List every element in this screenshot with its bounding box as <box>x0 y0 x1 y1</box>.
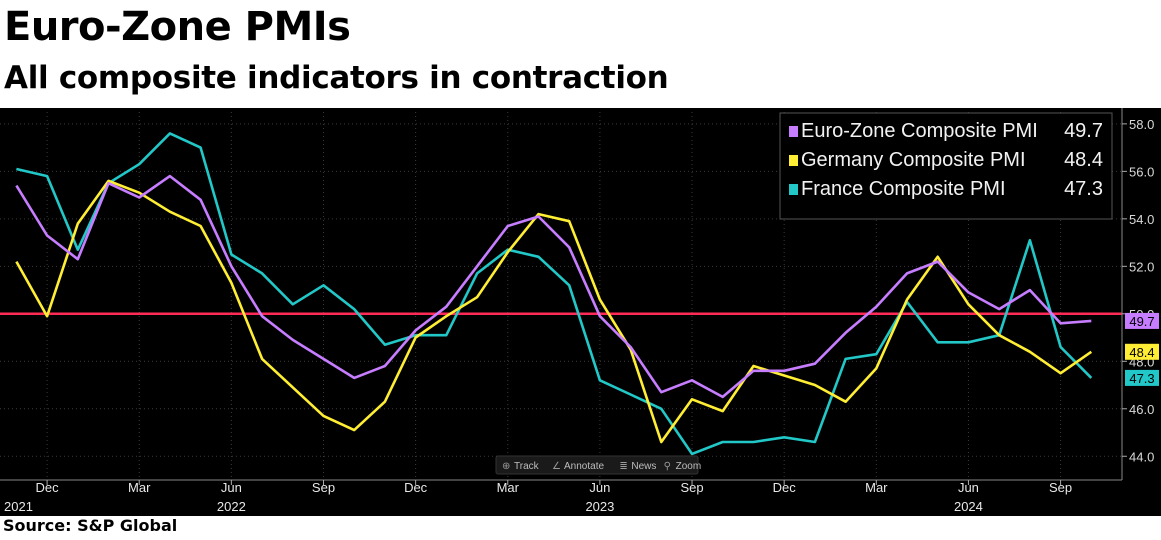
y-tick-label: 54.0 <box>1129 212 1154 227</box>
y-tick-label: 58.0 <box>1129 117 1154 132</box>
y-axis: 44.046.048.050.052.054.056.058.0 <box>1121 108 1154 480</box>
end-label-text: 47.3 <box>1129 371 1154 386</box>
legend-value: 48.4 <box>1064 149 1103 171</box>
pencil-icon: ∠ <box>552 461 561 472</box>
legend-label: Euro-Zone Composite PMI <box>801 120 1038 142</box>
end-label-text: 49.7 <box>1129 314 1154 329</box>
end-label-bg <box>1125 369 1159 386</box>
x-tick-label: Sep <box>1049 480 1072 495</box>
toolbar-annotate-button[interactable]: ∠ Annotate <box>552 461 604 472</box>
news-icon: ≣ <box>619 461 627 472</box>
toolbar-label: Annotate <box>564 461 604 472</box>
end-label-bg <box>1125 312 1159 329</box>
x-tick-label: Dec <box>404 480 428 495</box>
x-year-label: 2023 <box>585 499 614 514</box>
toolbar-label: Zoom <box>676 461 702 472</box>
x-tick-label: Dec <box>773 480 797 495</box>
x-tick-label: Sep <box>312 480 335 495</box>
x-tick-label: Jun <box>958 480 979 495</box>
end-label-text: 48.4 <box>1129 345 1154 360</box>
legend-label: Germany Composite PMI <box>801 149 1026 171</box>
x-year-label: 2024 <box>954 499 983 514</box>
legend-value: 49.7 <box>1064 120 1103 142</box>
end-label-2: 47.3 <box>1125 369 1159 386</box>
source-note: Source: S&P Global <box>3 516 178 535</box>
chart-panel[interactable]: 44.046.048.050.052.054.056.058.0 DecMarJ… <box>0 108 1161 516</box>
series-line-2 <box>16 132 1093 456</box>
x-tick-label: Mar <box>497 480 520 495</box>
x-tick-label: Sep <box>680 480 703 495</box>
series-lines <box>15 132 1093 456</box>
y-tick-label: 44.0 <box>1129 449 1154 464</box>
legend-value: 47.3 <box>1064 178 1103 200</box>
chart-title: Euro-Zone PMIs <box>4 4 351 50</box>
end-label-1: 48.4 <box>1125 343 1159 360</box>
x-tick-label: Mar <box>128 480 151 495</box>
series-line-0 <box>15 174 1092 399</box>
crosshair-icon: ⊕ <box>502 461 510 472</box>
y-tick-label: 46.0 <box>1129 402 1154 417</box>
toolbar-label: Track <box>514 461 540 472</box>
toolbar-news-button[interactable]: ≣ News <box>619 461 656 472</box>
legend-swatch <box>789 155 798 166</box>
legend-label: France Composite PMI <box>801 178 1006 200</box>
legend-swatch <box>789 184 798 195</box>
pmi-line-chart[interactable]: 44.046.048.050.052.054.056.058.0 DecMarJ… <box>0 108 1161 516</box>
legend-box <box>779 112 1113 220</box>
magnifier-icon: ⚲ <box>664 461 671 472</box>
toolbar-label: News <box>631 461 656 472</box>
x-tick-label: Jun <box>589 480 610 495</box>
x-tick-label: Dec <box>36 480 60 495</box>
end-label-0: 49.7 <box>1125 312 1159 329</box>
x-year-label: 2022 <box>217 499 246 514</box>
toolbar-bg <box>495 455 699 475</box>
chart-toolbar[interactable]: ⊕ Track ∠ Annotate ≣ News ⚲ Zoom <box>495 455 702 475</box>
legend-swatch <box>789 126 798 137</box>
toolbar-zoom-button[interactable]: ⚲ Zoom <box>664 461 702 472</box>
series-line-1 <box>15 179 1093 444</box>
legend: Euro-Zone Composite PMI 49.7 Germany Compo… <box>779 112 1113 220</box>
y-tick-label: 56.0 <box>1129 164 1154 179</box>
y-tick-label: 52.0 <box>1129 259 1154 274</box>
x-tick-label: Mar <box>865 480 888 495</box>
end-value-labels: 49.7 48.4 47.3 <box>1125 312 1159 386</box>
x-year-label: 2021 <box>4 499 33 514</box>
chart-subtitle: All composite indicators in contraction <box>4 60 669 96</box>
x-axis: Dec Mar Jun Sep Dec Mar Jun Sep Dec Mar Jun Sep 2021… <box>0 479 1122 514</box>
end-label-bg <box>1125 343 1159 360</box>
toolbar-track-button[interactable]: ⊕ Track <box>502 461 540 472</box>
x-tick-label: Jun <box>221 480 242 495</box>
